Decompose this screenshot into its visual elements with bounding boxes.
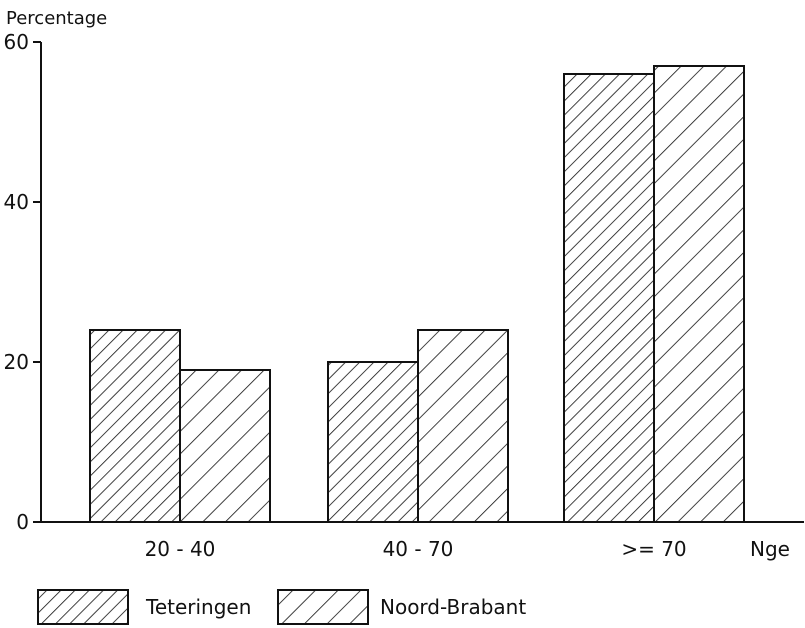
- x-tick-label: 40 - 70: [383, 537, 454, 561]
- x-tick-label: >= 70: [621, 537, 686, 561]
- x-axis-labels: 20 - 40 40 - 70 >= 70: [145, 537, 687, 561]
- legend-label-noord-brabant: Noord-Brabant: [380, 595, 526, 619]
- bar-teteringen--70: [563, 73, 655, 523]
- y-tick-label: 60: [4, 30, 29, 54]
- x-tick-label: 20 - 40: [145, 537, 216, 561]
- y-tick-label: 40: [4, 190, 29, 214]
- legend-label-teteringen: Teteringen: [145, 595, 251, 619]
- bar-noord-brabant--70: [653, 65, 745, 523]
- legend: Teteringen Noord-Brabant: [37, 589, 526, 625]
- y-axis-title: Percentage: [6, 8, 107, 29]
- y-tick-label: 0: [16, 510, 29, 534]
- y-axis-ticks: 0 20 40 60: [4, 30, 41, 534]
- bar-teteringen-20-40: [89, 329, 181, 523]
- x-axis-title: Nge: [750, 537, 790, 561]
- y-tick-label: 20: [4, 350, 29, 374]
- legend-swatch-teteringen: [37, 589, 129, 625]
- bars-group: [89, 65, 745, 523]
- legend-swatch-noord-brabant: [277, 589, 369, 625]
- bar-teteringen-40-70: [327, 361, 419, 523]
- bar-noord-brabant-40-70: [417, 329, 509, 523]
- bar-noord-brabant-20-40: [179, 369, 271, 523]
